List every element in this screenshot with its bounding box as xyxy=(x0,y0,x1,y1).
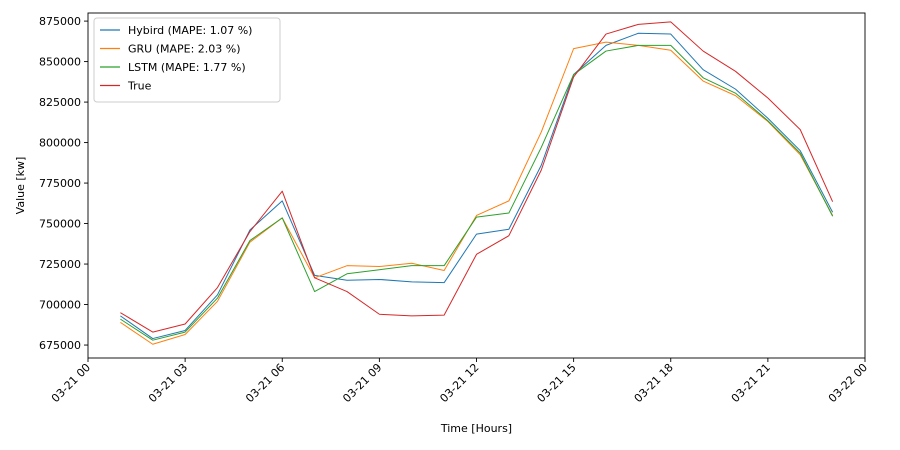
y-tick-label: 825000 xyxy=(39,96,81,109)
y-tick-label: 850000 xyxy=(39,56,81,69)
plot-area xyxy=(120,21,834,345)
series-line-2 xyxy=(120,44,834,341)
legend-label: GRU (MAPE: 2.03 %) xyxy=(128,43,241,56)
legend-label: True xyxy=(127,80,152,93)
x-tick-label: 03-21 09 xyxy=(340,361,384,405)
legend-box xyxy=(93,17,281,103)
x-tick-label: 03-21 03 xyxy=(146,361,190,405)
x-tick-label: 03-21 18 xyxy=(632,361,676,405)
y-tick-label: 750000 xyxy=(39,218,81,231)
legend-label: Hybird (MAPE: 1.07 %) xyxy=(128,24,252,37)
x-tick-label: 03-21 15 xyxy=(535,361,579,405)
legend: Hybird (MAPE: 1.07 %) GRU (MAPE: 2.03 %) L… xyxy=(93,17,281,103)
y-axis-title: Value [kw] xyxy=(14,157,27,215)
x-tick-label: 03-21 21 xyxy=(729,361,773,405)
x-tick-label: 03-21 12 xyxy=(437,361,481,405)
x-tick-label: 03-21 00 xyxy=(49,361,93,405)
y-tick-label: 875000 xyxy=(39,15,81,28)
y-tick-label: 675000 xyxy=(39,339,81,352)
series-line-3 xyxy=(120,21,834,333)
y-tick-label: 800000 xyxy=(39,137,81,150)
series-line-0 xyxy=(120,32,834,340)
series-line-1 xyxy=(120,41,834,345)
y-tick-label: 700000 xyxy=(39,299,81,312)
legend-label: LSTM (MAPE: 1.77 %) xyxy=(128,61,246,74)
x-tick-label: 03-21 06 xyxy=(243,361,287,405)
y-tick-label: 775000 xyxy=(39,177,81,190)
y-tick-label: 725000 xyxy=(39,258,81,271)
x-tick-label: 03-22 00 xyxy=(826,361,870,405)
x-axis-title: Time [Hours] xyxy=(440,422,512,435)
